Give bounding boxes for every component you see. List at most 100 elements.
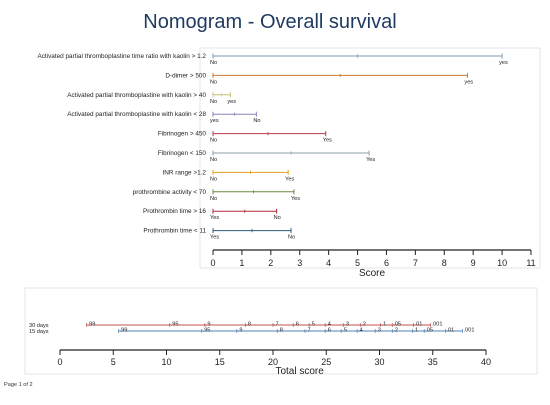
survival-probability-label: .1 [414, 328, 419, 334]
total-axis-tick-label: 10 [161, 357, 171, 367]
variable-end-label: yes [227, 99, 236, 105]
score-axis-tick-label: 5 [355, 258, 360, 268]
total-axis-tick-label: 15 [215, 357, 225, 367]
variable-row: Activated partial thromboplastine with k… [67, 92, 236, 105]
page-footer: Page 1 of 2 [4, 382, 33, 388]
variable-end-label: Yes [323, 138, 332, 144]
survival-probability-label: .9 [238, 328, 243, 334]
survival-probability-label: .05 [393, 322, 401, 328]
survival-probability-label: .9 [206, 322, 211, 328]
survival-probability-label: .99 [88, 322, 96, 328]
variable-label: Activated partial thromboplastine with k… [67, 92, 206, 99]
survival-probability-label: .3 [376, 328, 381, 334]
total-axis-tick-label: 0 [57, 357, 62, 367]
variable-row: Activated partial thromboplastine with k… [67, 111, 260, 124]
score-axis-tick-label: 1 [239, 258, 244, 268]
variable-end-label: Yes [285, 176, 294, 182]
variable-row: Prothrombin time < 11 Yes No [143, 228, 295, 241]
score-axis-tick-label: 7 [413, 258, 418, 268]
survival-probability-label: .1 [382, 322, 387, 328]
variable-start-label: No [210, 79, 217, 85]
variable-label: D-dimer > 500 [165, 72, 206, 79]
variable-label: Prothrombin time > 16 [143, 208, 206, 215]
variable-row: INR range >1.2 No Yes [162, 169, 294, 182]
variable-end-label: No [253, 118, 260, 124]
survival-probability-label: .001 [464, 328, 475, 334]
score-axis-tick-label: 6 [384, 258, 389, 268]
variable-end-label: yes [464, 79, 473, 85]
survival-probability-label: .7 [274, 322, 279, 328]
total-axis-title: Total score [275, 366, 324, 377]
survival-probability-label: .6 [326, 328, 331, 334]
variable-label: Activated partial thromboplastine with k… [67, 111, 206, 118]
survival-scale: 30 days .99 .95 .9 .8 .7 .6 .5 .4 .3 .2 .1 .05 .01 .00… [29, 322, 443, 329]
survival-probability-label: .6 [294, 322, 299, 328]
variable-end-label: Yes [291, 196, 300, 202]
variable-start-label: No [210, 176, 217, 182]
variable-end-label: No [274, 215, 281, 221]
survival-probability-label: .8 [278, 328, 283, 334]
survival-scale-label: 30 days [29, 323, 49, 329]
variable-label: Prothrombin time < 11 [143, 228, 206, 235]
survival-probability-label: .2 [393, 328, 398, 334]
variable-row: Activated partial thromboplastine time r… [37, 53, 508, 66]
survival-scales: 30 days .99.95.9.8.7.6.5.4.3.2.1.05.01.00… [29, 322, 474, 335]
survival-probability-label: .001 [432, 322, 443, 328]
variable-start-label: No [210, 60, 217, 66]
variable-label: Fibrinogen > 450 [158, 131, 207, 138]
survival-probability-label: .7 [306, 328, 311, 334]
lower-panel-frame [24, 287, 538, 375]
score-axis-tick-label: 4 [326, 258, 331, 268]
survival-probability-label: .5 [342, 328, 347, 334]
survival-probability-label: .01 [447, 328, 455, 334]
score-axis: 0 1 2 3 4 5 6 7 8 9 10 11 Score [210, 249, 536, 279]
survival-probability-label: .5 [310, 322, 315, 328]
variable-start-label: No [210, 99, 217, 105]
survival-scale: 15 days .99 .95 .9 .8 .7 .6 .5 .4 .3 .2 .1 .05 .01 .00… [29, 328, 474, 335]
variable-label: prothrombine activity < 70 [133, 189, 207, 196]
variable-start-label: No [210, 157, 217, 163]
score-axis-tick-label: 0 [210, 258, 215, 268]
survival-probability-label: .2 [361, 322, 366, 328]
variable-end-label: No [288, 235, 295, 241]
upper-panel-frame [199, 47, 541, 269]
variable-start-label: Yes [210, 235, 219, 241]
score-axis-tick-label: 9 [471, 258, 476, 268]
score-axis-tick-label: 2 [268, 258, 273, 268]
total-axis-tick-label: 20 [268, 357, 278, 367]
total-axis-tick-label: 30 [374, 357, 384, 367]
survival-scale-label: 15 days [29, 329, 49, 335]
total-score-axis: 0 5 10 15 20 25 30 35 40 Total score [57, 349, 491, 377]
variable-start-label: yes [210, 118, 219, 124]
total-axis-tick-label: 40 [481, 357, 491, 367]
variable-label: INR range >1.2 [162, 169, 206, 176]
survival-probability-label: .4 [358, 328, 363, 334]
score-axis-title: Score [359, 268, 386, 279]
chart-title: Nomogram - Overall survival [143, 11, 396, 33]
survival-probability-label: .01 [415, 322, 423, 328]
total-axis-tick-label: 25 [321, 357, 331, 367]
variable-row: Prothrombin time > 16 Yes No [143, 208, 281, 221]
survival-probability-label: .99 [120, 328, 128, 334]
variable-end-label: Yes [366, 157, 375, 163]
score-axis-tick-label: 11 [526, 258, 535, 268]
score-axis-tick-label: 10 [497, 258, 507, 268]
variable-label: Activated partial thromboplastine time r… [37, 53, 206, 60]
total-axis-tick-label: 35 [428, 357, 438, 367]
variable-end-label: yes [499, 60, 508, 66]
variable-start-label: No [210, 138, 217, 144]
variable-scales: Activated partial thromboplastine time r… [37, 53, 508, 241]
score-axis-tick-label: 8 [442, 258, 447, 268]
survival-probability-label: .95 [203, 328, 211, 334]
total-axis-tick-label: 5 [111, 357, 116, 367]
survival-probability-label: .3 [344, 322, 349, 328]
variable-start-label: No [210, 196, 217, 202]
survival-probability-label: .4 [326, 322, 331, 328]
survival-probability-label: .95 [171, 322, 179, 328]
survival-probability-label: .05 [425, 328, 433, 334]
variable-row: D-dimer > 500 No yes [165, 72, 473, 85]
survival-probability-label: .8 [246, 322, 251, 328]
